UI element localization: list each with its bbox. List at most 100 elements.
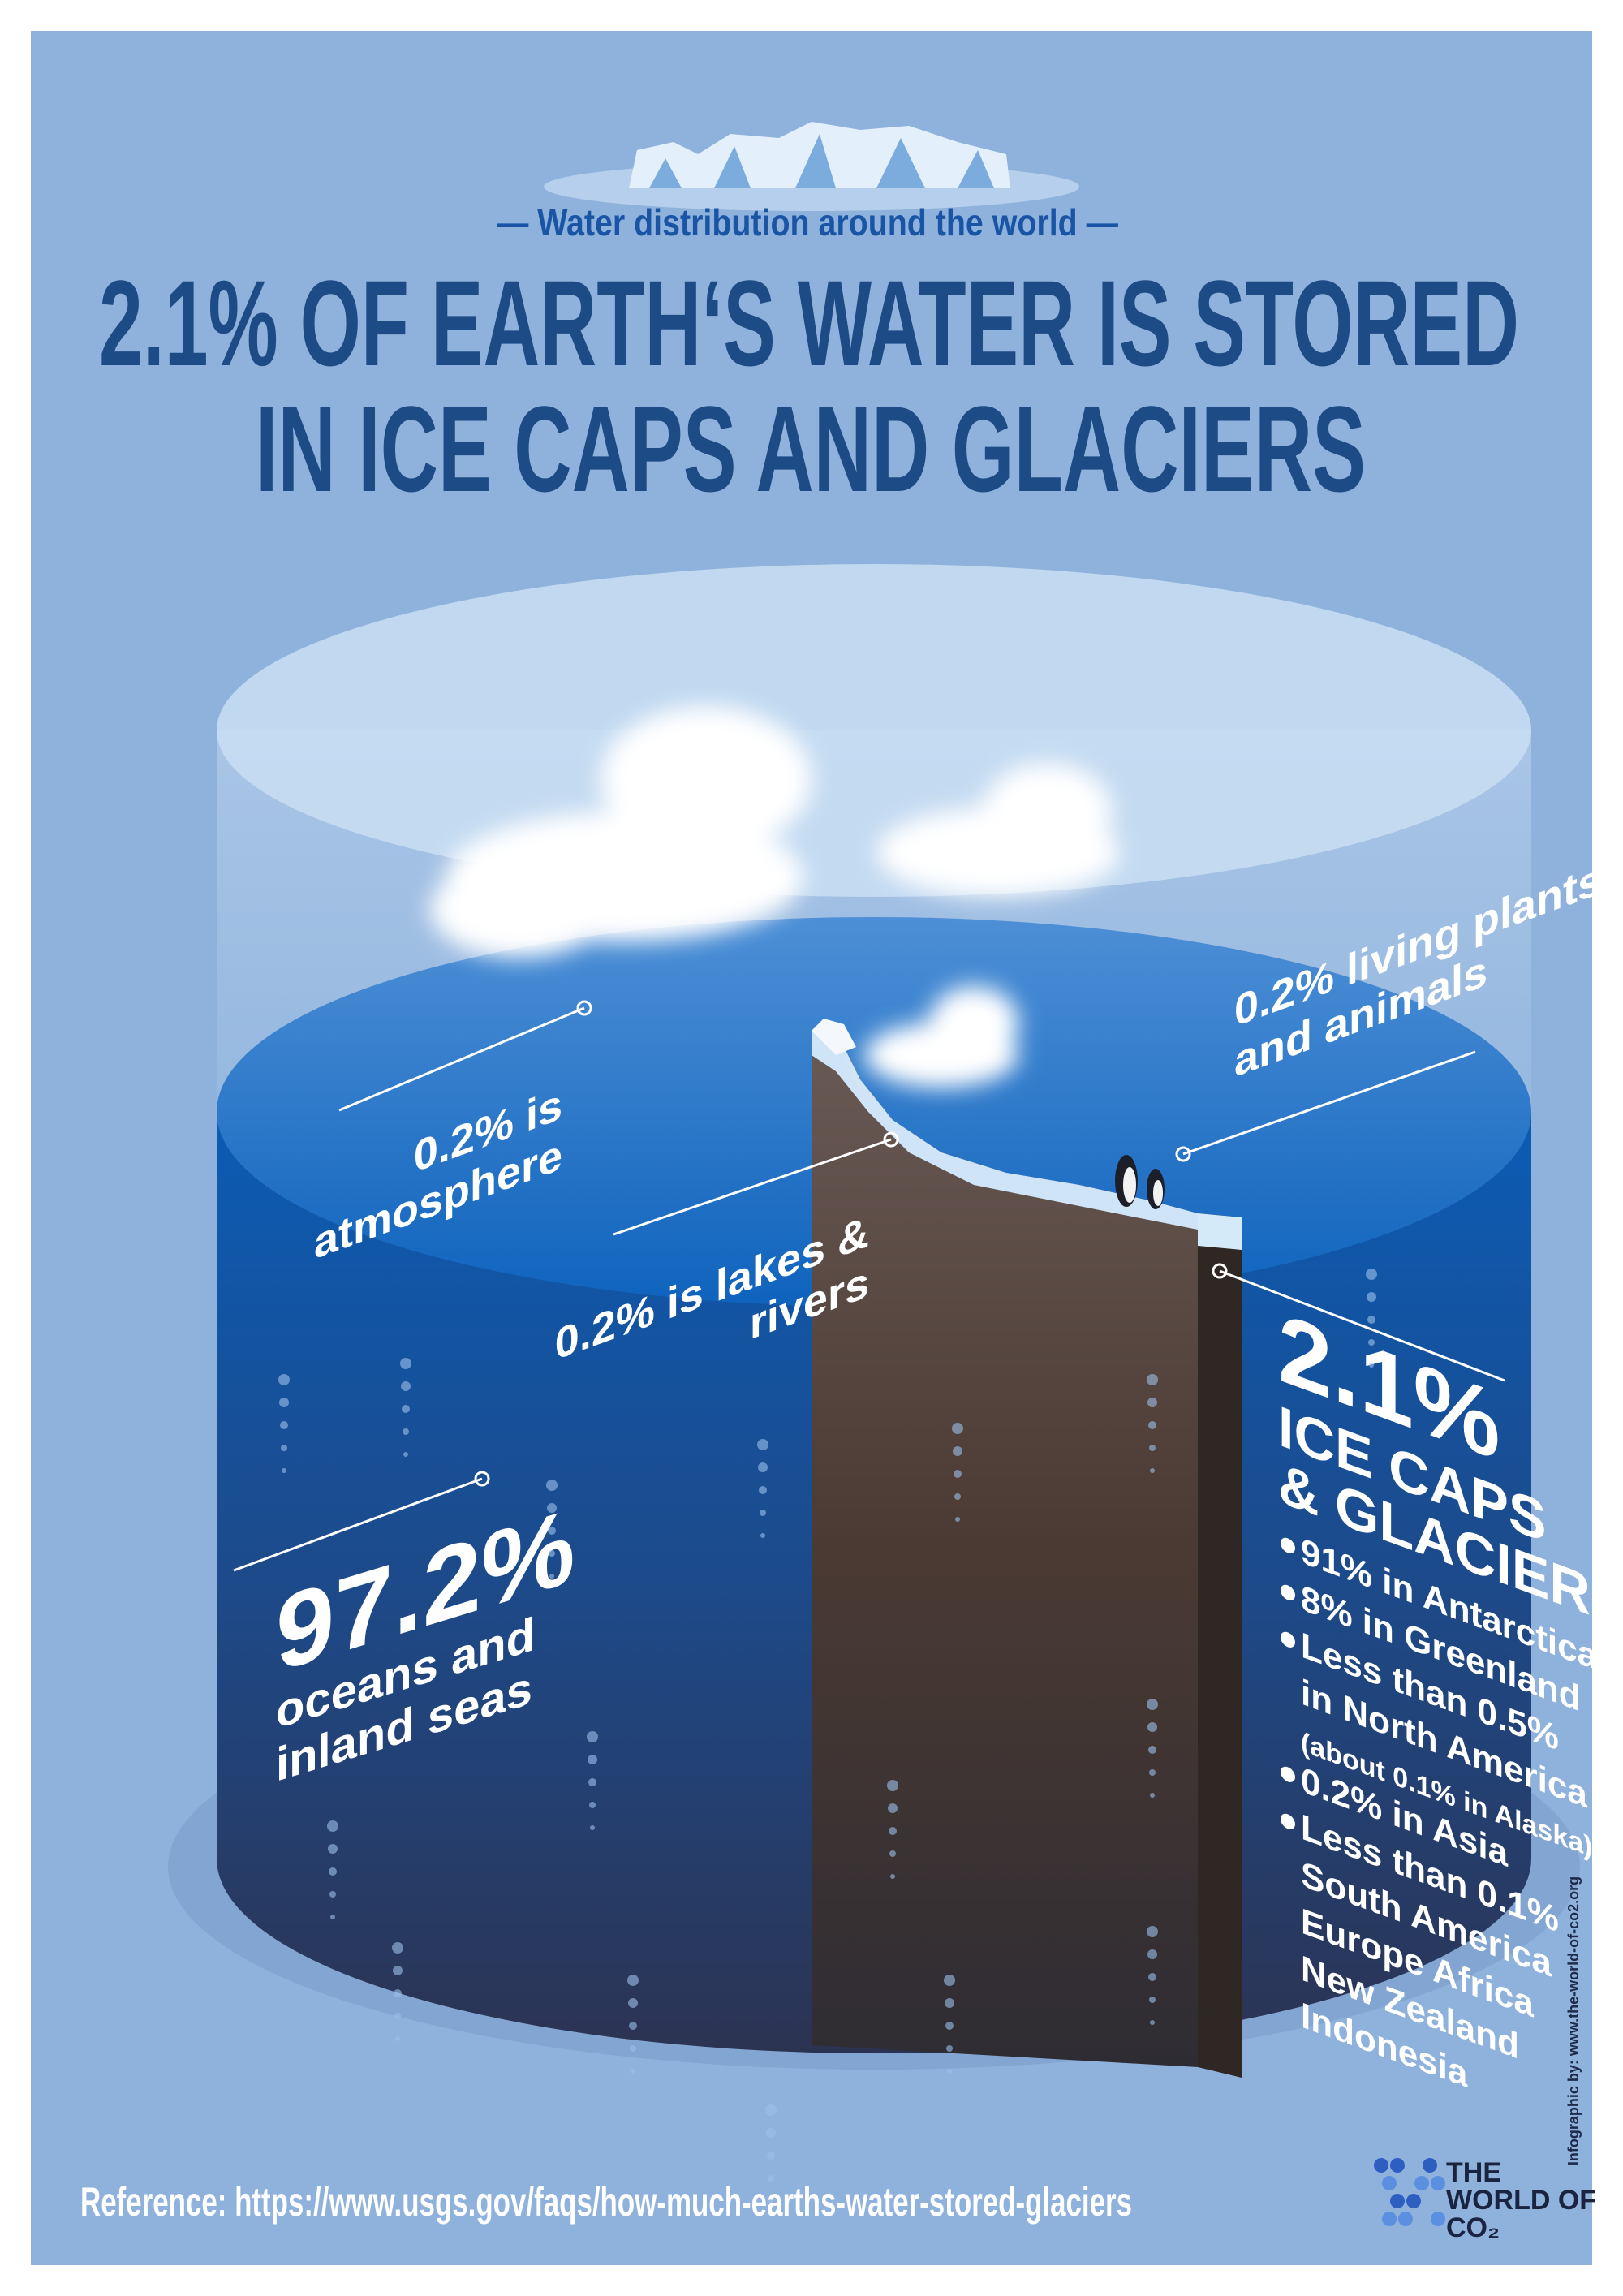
bubble <box>1148 1746 1156 1754</box>
bubble <box>1149 1997 1156 2003</box>
bubble <box>546 1480 558 1491</box>
bubble <box>955 1517 960 1522</box>
bubble <box>954 1493 961 1500</box>
bullet <box>1281 1537 1295 1553</box>
kicker: — Water distribution around the world — <box>497 201 1118 243</box>
bubble <box>758 1462 768 1472</box>
bubble <box>630 2045 636 2052</box>
bubble <box>1149 1445 1156 1451</box>
logo-dot <box>1398 2212 1413 2226</box>
bubble <box>1147 1374 1158 1385</box>
bubble <box>888 1803 898 1813</box>
title-line: 2.1% OF EARTH‘S WATER IS STORED <box>99 255 1519 391</box>
bubble <box>403 1428 409 1435</box>
logo-dot <box>1390 2158 1405 2173</box>
bubble <box>1150 2020 1155 2025</box>
bubble <box>281 1445 287 1451</box>
bubble <box>547 1503 557 1513</box>
iceberg <box>544 122 1079 211</box>
bubble <box>402 1405 410 1413</box>
bubble <box>588 1778 596 1786</box>
bubble <box>627 1975 639 1986</box>
bubble <box>328 1844 338 1854</box>
bubble <box>1148 1973 1156 1981</box>
bubble <box>1368 1339 1375 1346</box>
clouds <box>430 706 1120 1088</box>
bubble <box>768 2175 774 2182</box>
bubble <box>889 1850 896 1857</box>
bubble <box>329 1891 336 1898</box>
bubble <box>1369 1363 1374 1368</box>
logo-text: CO₂ <box>1446 2212 1500 2243</box>
bubble <box>759 1486 767 1494</box>
logo-dot <box>1390 2194 1405 2208</box>
bubble <box>395 2036 400 2041</box>
bubble <box>330 1915 335 1919</box>
logo-text: THE <box>1446 2157 1501 2188</box>
bubble <box>628 1998 638 2008</box>
bubble <box>329 1867 337 1876</box>
bubble <box>1149 1769 1156 1776</box>
bubble <box>767 2152 775 2160</box>
bubble <box>392 1942 403 1954</box>
bubble <box>549 1574 554 1579</box>
logo-dot <box>1382 2212 1397 2226</box>
logo-dot <box>1406 2194 1421 2208</box>
bubble <box>768 2199 773 2203</box>
logo-dot <box>1423 2158 1437 2173</box>
bubble <box>327 1820 338 1832</box>
bubble <box>548 1527 556 1535</box>
bubble <box>947 2069 952 2074</box>
bubble <box>760 1510 766 1516</box>
bubble <box>1366 1269 1377 1280</box>
pointers <box>233 1000 1505 1572</box>
bubble <box>394 1989 402 1997</box>
bubble <box>1367 1316 1375 1324</box>
bubble <box>1147 1722 1157 1732</box>
logo-text: WORLD OF <box>1446 2185 1596 2216</box>
reference: Reference: https://www.usgs.gov/faqs/how… <box>80 2179 1132 2225</box>
bubble <box>1367 1292 1376 1302</box>
bubble <box>1147 1699 1158 1710</box>
bubble <box>889 1827 897 1835</box>
bubble <box>765 2104 777 2116</box>
bubble <box>279 1398 289 1407</box>
bubble <box>1150 1793 1155 1798</box>
bullet <box>1281 1631 1295 1648</box>
bubble <box>587 1731 598 1742</box>
bubble <box>401 1381 411 1391</box>
bullet <box>1281 1813 1295 1829</box>
bubble <box>280 1421 288 1429</box>
bubble <box>589 1802 596 1808</box>
bubble <box>1147 1398 1157 1407</box>
logo-dot <box>1431 2212 1445 2226</box>
penguins <box>1115 1155 1165 1209</box>
bubble <box>394 2013 401 2019</box>
title-line: IN ICE CAPS AND GLACIERS <box>256 381 1366 517</box>
cross-section <box>812 1019 1242 2078</box>
bubble <box>953 1446 962 1456</box>
bubble <box>403 1452 408 1457</box>
bubble <box>282 1468 286 1473</box>
bubble <box>1148 1421 1156 1429</box>
bubble <box>954 1470 962 1478</box>
bubble <box>393 1966 403 1975</box>
credit: Infographic by: www.the-world-of-co2.org <box>1565 1876 1582 2165</box>
logo: THE WORLD OF CO₂ <box>1374 2157 1596 2243</box>
bubble <box>278 1374 290 1385</box>
bubble <box>1147 1926 1158 1937</box>
bubble <box>952 1423 963 1434</box>
logo-dot <box>1382 2176 1397 2190</box>
bubble <box>1147 1949 1157 1959</box>
logo-dot <box>1374 2158 1388 2173</box>
bubble <box>944 1975 955 1986</box>
bubble <box>757 1439 768 1450</box>
bubble <box>590 1825 595 1830</box>
bubble <box>945 2022 954 2030</box>
bullet <box>1281 1766 1295 1782</box>
bubble <box>946 2045 953 2052</box>
bubble <box>549 1550 555 1557</box>
bubble <box>631 2069 635 2074</box>
bubble <box>629 2022 637 2030</box>
